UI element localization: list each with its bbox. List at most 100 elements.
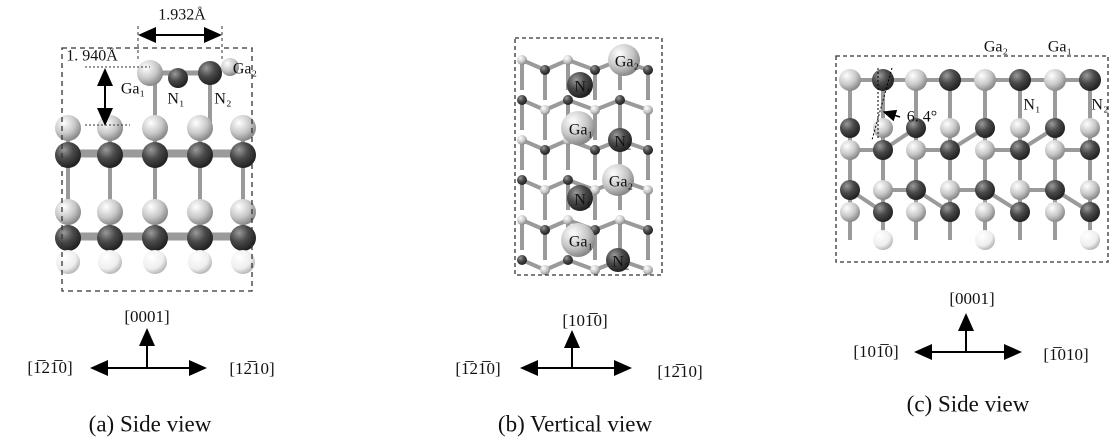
atom [517, 135, 527, 145]
atom-label: N₁ [1023, 97, 1040, 114]
atom [940, 118, 960, 138]
atom-label: 1. 940Å [66, 47, 118, 65]
atom [1080, 230, 1100, 250]
atom [540, 145, 550, 155]
atom [517, 55, 527, 65]
atom [873, 118, 893, 138]
direction-label: [0001] [124, 307, 169, 326]
atom [1080, 140, 1100, 160]
atom [1045, 202, 1065, 222]
atom [1080, 202, 1100, 222]
atom-label: Ga₂ [233, 61, 257, 78]
atom [940, 202, 960, 222]
atom [1010, 140, 1030, 160]
atom [187, 199, 213, 225]
atom [873, 180, 893, 200]
atom [563, 215, 573, 225]
atom-label: N₁ [167, 91, 184, 108]
atom [563, 95, 573, 105]
atom [840, 202, 860, 222]
atom [56, 250, 80, 274]
atom [198, 61, 222, 85]
angle-arrow [884, 112, 900, 117]
atom-label: N₂ [1091, 97, 1108, 114]
atom [97, 115, 123, 141]
atom-label: N₁ [574, 192, 591, 209]
direction-label: [101̅0] [562, 311, 607, 330]
atom [906, 180, 926, 200]
atom [873, 202, 893, 222]
atom [97, 199, 123, 225]
atom [142, 199, 168, 225]
caption: (b) Vertical view [498, 411, 653, 436]
atom-label: N₂ [612, 254, 629, 271]
direction-label: [1̅21̅0] [455, 359, 500, 378]
atom [906, 202, 926, 222]
atom-label: Ga₂ [609, 174, 633, 191]
atom-label: N₂ [614, 134, 631, 151]
atom [231, 250, 255, 274]
atom-label: 6. 4° [907, 109, 937, 126]
atom-label: Ga₂ [984, 39, 1008, 56]
atom [1079, 69, 1101, 91]
atom [873, 230, 893, 250]
atom [1080, 118, 1100, 138]
atom [940, 140, 960, 160]
atom [540, 185, 550, 195]
atom [873, 140, 893, 160]
atom [1010, 118, 1030, 138]
atom [840, 180, 860, 200]
atom [540, 105, 550, 115]
atom [97, 225, 123, 251]
atom [187, 142, 213, 168]
atom-label: Ga₁ [121, 81, 145, 98]
atom [643, 185, 653, 195]
atom [590, 105, 600, 115]
atom [590, 65, 600, 75]
caption: (c) Side view [907, 391, 1030, 416]
atom [906, 140, 926, 160]
atom [540, 265, 550, 275]
atom [187, 225, 213, 251]
atom [840, 140, 860, 160]
atom [187, 115, 213, 141]
atom [1010, 202, 1030, 222]
atom [563, 55, 573, 65]
atom [563, 175, 573, 185]
atom [1045, 180, 1065, 200]
atom [142, 225, 168, 251]
direction-label: [1̅010] [1043, 345, 1088, 364]
atom-label: N₁ [574, 79, 591, 96]
atom [55, 115, 81, 141]
direction-label: [12̅10] [229, 359, 274, 378]
atom [1045, 140, 1065, 160]
atom [1080, 180, 1100, 200]
atom [1045, 118, 1065, 138]
atom [517, 95, 527, 105]
figure: 1.932Å1. 940ÅGa₁N₁N₂Ga₂[0001][1̅21̅0][12… [0, 0, 1118, 446]
atom [142, 115, 168, 141]
atom [1044, 69, 1066, 91]
direction-label: [101̅0] [853, 342, 898, 361]
atom [563, 255, 573, 265]
direction-label: [0001] [949, 289, 994, 308]
atom [975, 118, 995, 138]
atom [615, 95, 625, 105]
atom [142, 142, 168, 168]
atom-label: N₂ [214, 91, 231, 108]
atom [540, 65, 550, 75]
atom [940, 180, 960, 200]
atom [840, 118, 860, 138]
atom [540, 225, 550, 235]
atom [143, 250, 167, 274]
atom [975, 230, 995, 250]
atom [643, 265, 653, 275]
atom-label: Ga₁ [1048, 39, 1072, 56]
atom [974, 69, 996, 91]
atom [939, 69, 961, 91]
atom-label: Ga₁ [569, 122, 593, 139]
atom [590, 265, 600, 275]
atom [1009, 69, 1031, 91]
atom [975, 202, 995, 222]
atom [975, 140, 995, 160]
